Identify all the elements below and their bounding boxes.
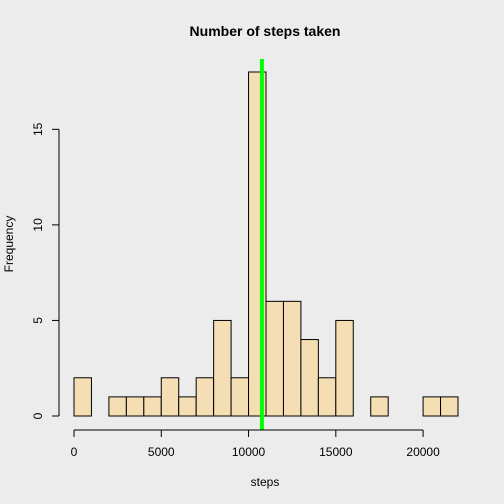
chart-title: Number of steps taken — [190, 23, 341, 39]
histogram-bar-4 — [143, 396, 162, 417]
x-tick-label: 10000 — [232, 445, 266, 459]
y-axis-label: Frequency — [2, 216, 16, 273]
histogram-bar-0 — [73, 377, 92, 417]
histogram-bar-5 — [160, 377, 180, 417]
y-tick-label: 10 — [31, 218, 45, 232]
histogram-bar-6 — [178, 396, 197, 417]
x-tick-label: 5000 — [148, 445, 175, 459]
x-axis: 0 5000 10000 15000 20000 — [71, 429, 440, 459]
histogram-bar-17 — [370, 396, 389, 417]
y-tick-label: 0 — [31, 412, 45, 419]
bars-group — [73, 71, 459, 417]
y-axis: 0 5 10 15 — [31, 122, 60, 419]
y-tick-label: 5 — [31, 317, 45, 324]
histogram-bar-9 — [230, 377, 250, 417]
histogram-bar-20 — [422, 396, 442, 417]
histogram-bar-14 — [317, 377, 337, 417]
histogram-bar-21 — [440, 396, 459, 417]
histogram-bar-2 — [108, 396, 127, 417]
y-tick-label: 15 — [31, 122, 45, 136]
histogram-bar-3 — [125, 396, 145, 417]
histogram-bar-8 — [213, 319, 232, 417]
histogram-bar-12 — [282, 300, 302, 417]
x-tick-label: 0 — [71, 445, 78, 459]
histogram-bar-15 — [335, 319, 354, 417]
x-tick-label: 20000 — [406, 445, 440, 459]
histogram-bar-11 — [265, 300, 284, 417]
x-tick-label: 15000 — [319, 445, 353, 459]
x-axis-label: steps — [251, 475, 280, 489]
histogram-bar-7 — [195, 377, 215, 417]
histogram-bar-13 — [300, 339, 319, 417]
